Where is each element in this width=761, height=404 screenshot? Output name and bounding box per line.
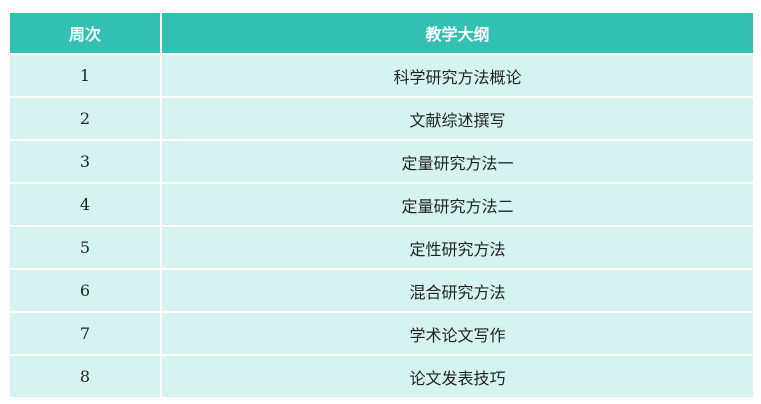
syllabus-cell: 科学研究方法概论 [160,53,755,98]
week-cell: 4 [8,182,162,227]
table-row: 6 混合研究方法 [8,268,755,313]
syllabus-cell: 定性研究方法 [160,225,755,270]
table-row: 7 学术论文写作 [8,311,755,356]
table-row: 2 文献综述撰写 [8,96,755,141]
table-row: 4 定量研究方法二 [8,182,755,227]
syllabus-cell: 论文发表技巧 [160,354,755,399]
header-week: 周次 [8,11,162,55]
week-cell: 5 [8,225,162,270]
syllabus-cell: 学术论文写作 [160,311,755,356]
table-row: 8 论文发表技巧 [8,354,755,399]
week-cell: 1 [8,53,162,98]
table-row: 1 科学研究方法概论 [8,53,755,98]
week-cell: 8 [8,354,162,399]
table-row: 3 定量研究方法一 [8,139,755,184]
header-row: 周次 教学大纲 [8,11,755,55]
week-cell: 7 [8,311,162,356]
table-row: 5 定性研究方法 [8,225,755,270]
header-syllabus: 教学大纲 [160,11,755,55]
week-cell: 2 [8,96,162,141]
syllabus-table: 周次 教学大纲 1 科学研究方法概论 2 文献综述撰写 3 定量研究方法一 4 定量研究方法二… [8,11,755,399]
syllabus-cell: 定量研究方法一 [160,139,755,184]
syllabus-cell: 定量研究方法二 [160,182,755,227]
syllabus-cell: 文献综述撰写 [160,96,755,141]
syllabus-cell: 混合研究方法 [160,268,755,313]
week-cell: 3 [8,139,162,184]
week-cell: 6 [8,268,162,313]
